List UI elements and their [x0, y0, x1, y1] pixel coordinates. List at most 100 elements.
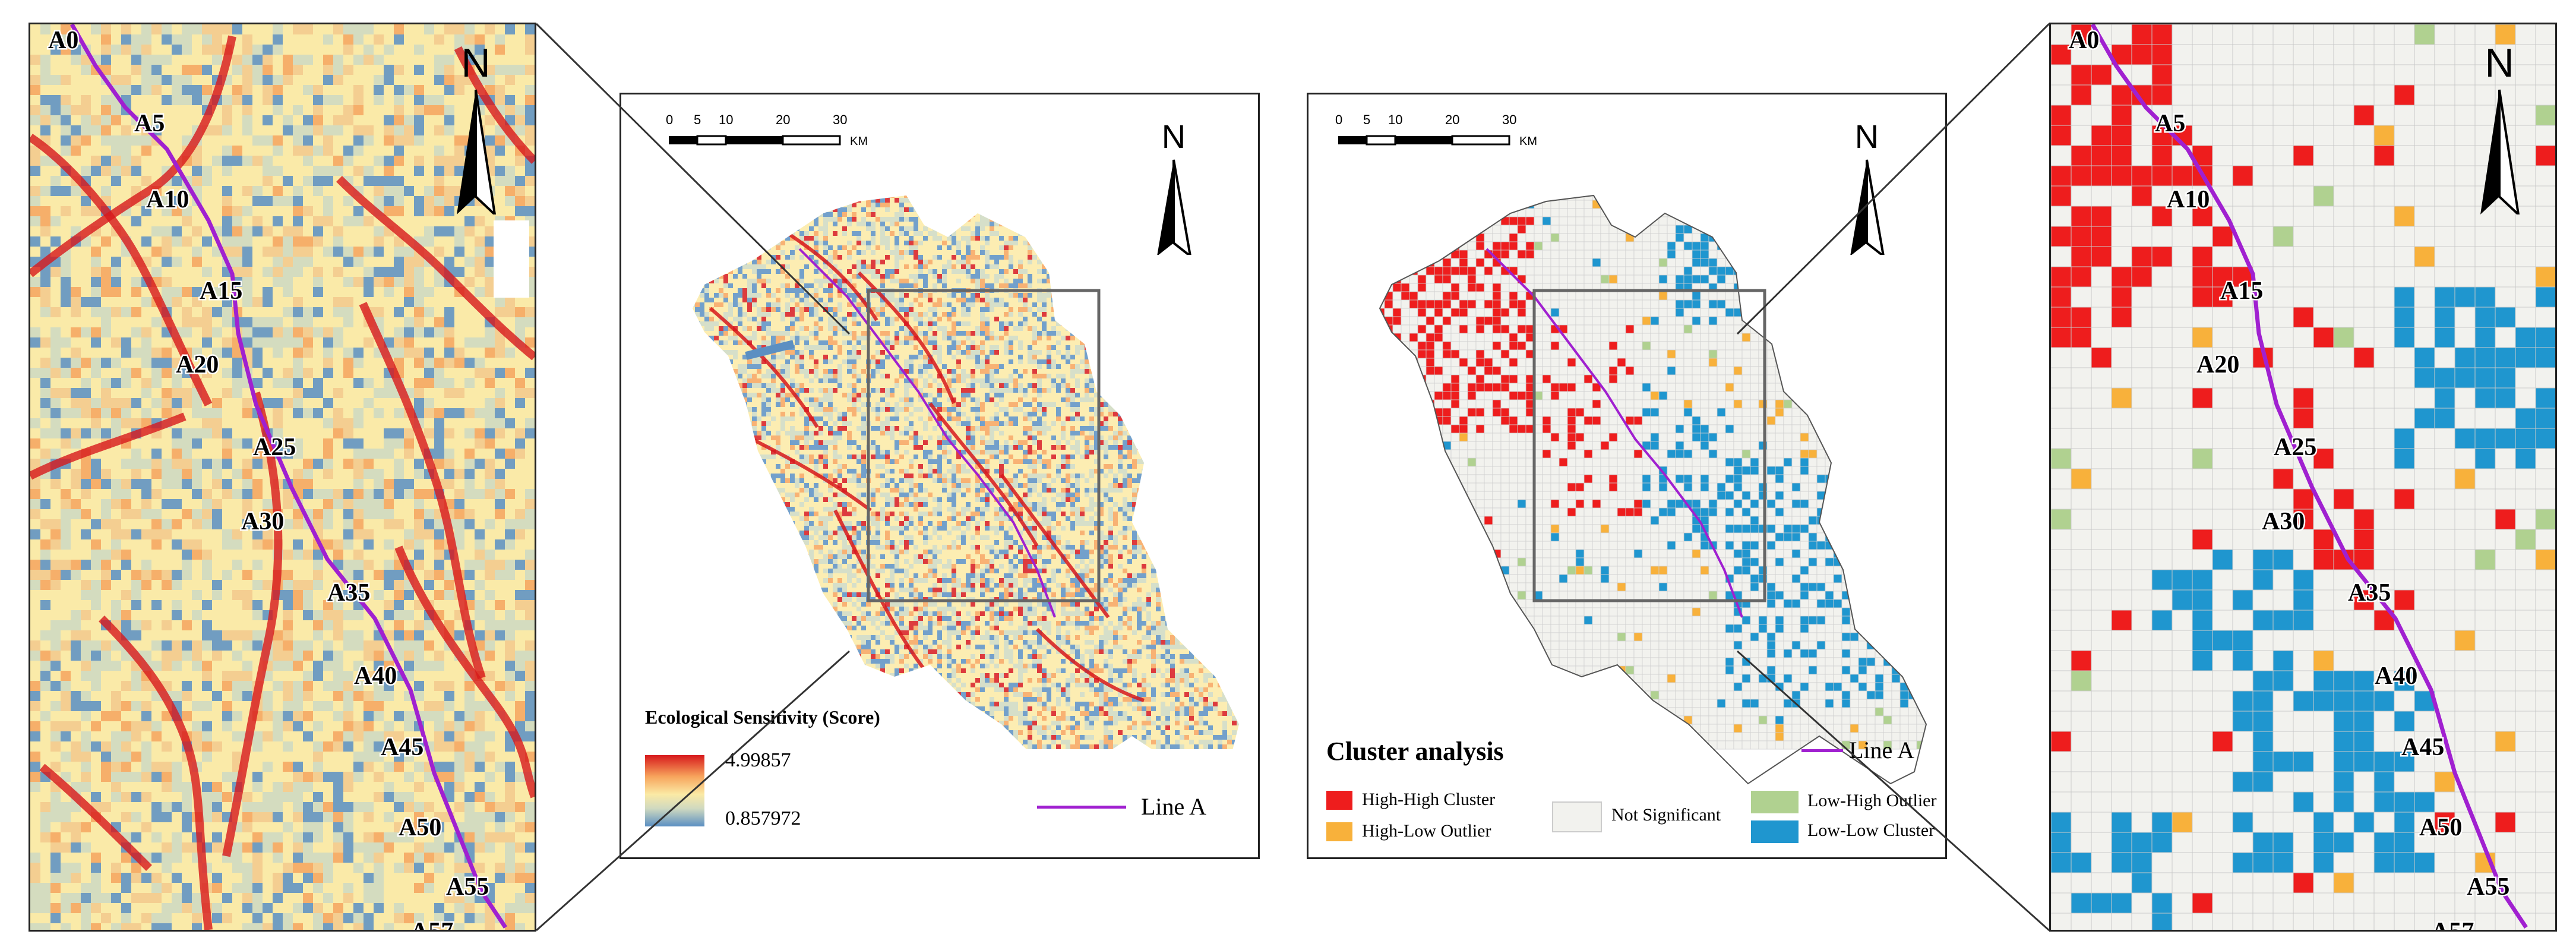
- low-high-swatch: [1751, 791, 1799, 813]
- north-arrow-icon: N: [457, 42, 497, 214]
- not-significant-swatch: [1552, 801, 1602, 832]
- high-high-label: High-High Cluster: [1362, 790, 1495, 810]
- stream-path: [1035, 627, 1145, 702]
- stream-path: [359, 302, 486, 680]
- zoom-cluster-map: A0 A5 A10 A15 A20 A25 A30 A35 A40 A45 A50 A55 A57: [2051, 24, 2555, 930]
- legend-title: Ecological Sensitivity (Score): [645, 706, 880, 728]
- station-label: A0: [48, 27, 78, 54]
- scalebar: 0 5 10 20 30 KM: [645, 112, 883, 148]
- north-label: N: [2485, 42, 2514, 86]
- line-legend: Line A: [1801, 736, 1938, 766]
- zoom-sensitivity-panel: A0 A5 A10 A15 A20 A25 A30 A35 A40 A45 A50 A55 A57 N: [29, 23, 536, 932]
- low-high-label: Low-High Outlier: [1807, 791, 1936, 811]
- station-label: A55: [446, 873, 489, 901]
- scalebar-tick-10: 10: [1388, 112, 1402, 128]
- station-label: A15: [2220, 277, 2263, 305]
- line-a-path: [2090, 24, 2528, 929]
- sensitivity-legend: Ecological Sensitivity (Score) 4.99857 0…: [645, 706, 942, 843]
- north-label: N: [1855, 118, 1879, 155]
- station-label: A50: [2419, 814, 2462, 841]
- low-low-label: Low-Low Cluster: [1807, 820, 1935, 841]
- station-label: A45: [2401, 734, 2444, 761]
- high-low-label: High-Low Outlier: [1362, 821, 1491, 841]
- station-label: A55: [2467, 873, 2509, 901]
- scalebar-tick-0: 0: [1335, 112, 1342, 128]
- stream-path: [394, 545, 535, 798]
- scalebar-unit: KM: [1519, 135, 1537, 149]
- station-label: A50: [399, 814, 441, 841]
- stream-path: [39, 763, 152, 871]
- station-label: A20: [2196, 351, 2239, 378]
- station-label: A57: [410, 918, 453, 930]
- region-sensitivity-panel: 0 5 10 20 30 KM N Ecological Sensitivity…: [619, 93, 1260, 859]
- scalebar-tick-30: 30: [833, 112, 847, 128]
- high-low-swatch: [1326, 822, 1352, 841]
- scalebar: 0 5 10 20 30 KM: [1314, 112, 1552, 148]
- station-label: A25: [253, 434, 296, 461]
- station-label: A15: [200, 277, 242, 305]
- stream-path: [30, 35, 236, 277]
- station-label: A20: [176, 351, 219, 378]
- station-label: A57: [2431, 918, 2474, 930]
- stream-path: [833, 509, 932, 678]
- cluster-grid: [1380, 195, 1926, 750]
- station-label: A30: [241, 508, 284, 535]
- station-label: A30: [2262, 508, 2305, 535]
- station-label: A5: [134, 110, 165, 137]
- station-label: A5: [2155, 110, 2185, 137]
- scalebar-unit: KM: [850, 135, 868, 149]
- station-label: A0: [2069, 27, 2099, 54]
- legend-min: 0.857972: [725, 807, 801, 830]
- stream-path: [928, 402, 1039, 547]
- stream-path: [30, 134, 213, 407]
- line-a-path: [69, 24, 507, 929]
- stream-path: [454, 46, 535, 164]
- stream-path: [857, 271, 956, 405]
- zoom-cluster-panel: A0 A5 A10 A15 A20 A25 A30 A35 A40 A45 A50 A55 A57 N: [2049, 23, 2557, 932]
- not-significant-label: Not Significant: [1611, 805, 1721, 825]
- scalebar-tick-30: 30: [1502, 112, 1516, 128]
- cluster-grid: [2051, 24, 2555, 930]
- line-swatch: [1037, 806, 1126, 809]
- line-legend-label: Line A: [1141, 793, 1206, 820]
- line-a-path: [1485, 248, 1743, 618]
- station-label: A35: [2348, 579, 2391, 607]
- zoom-extent-box: [1532, 289, 1766, 602]
- north-label: N: [461, 42, 490, 86]
- station-label: A10: [146, 186, 189, 213]
- scalebar-tick-10: 10: [719, 112, 733, 128]
- line-legend: Line A: [1037, 793, 1245, 822]
- scalebar-tick-5: 5: [1363, 112, 1370, 128]
- station-label: A40: [354, 662, 397, 690]
- station-label: A45: [381, 734, 423, 761]
- line-a-path: [798, 248, 1056, 618]
- legend-max: 4.99857: [725, 749, 791, 772]
- line-swatch: [1801, 749, 1843, 752]
- stream-path: [30, 412, 187, 480]
- legend-gradient: [645, 755, 704, 826]
- scalebar-tick-5: 5: [694, 112, 701, 128]
- stream-path: [1000, 474, 1110, 618]
- north-arrow-icon: N: [1850, 118, 1885, 255]
- high-high-swatch: [1326, 791, 1352, 810]
- region-sensitivity-map: [693, 195, 1239, 749]
- sensitivity-raster: [693, 195, 1239, 749]
- station-label: A25: [2274, 434, 2316, 461]
- north-arrow-icon: N: [1157, 118, 1191, 255]
- cluster-legend-title: Cluster analysis: [1326, 736, 1504, 766]
- station-label: A40: [2375, 662, 2417, 690]
- north-label: N: [1162, 118, 1186, 155]
- stream-path: [99, 616, 213, 930]
- nodata-patch: [494, 220, 529, 298]
- scalebar-tick-20: 20: [776, 112, 790, 128]
- scalebar-tick-0: 0: [666, 112, 673, 128]
- stream-path: [222, 392, 283, 857]
- station-label: A35: [327, 579, 370, 607]
- low-low-swatch: [1751, 820, 1799, 843]
- north-arrow-icon: N: [2480, 42, 2520, 214]
- reservoir-shape: [745, 340, 795, 360]
- station-label: A10: [2167, 186, 2210, 213]
- scalebar-tick-20: 20: [1445, 112, 1459, 128]
- line-legend-label: Line A: [1849, 736, 1914, 764]
- stream-path: [336, 176, 535, 361]
